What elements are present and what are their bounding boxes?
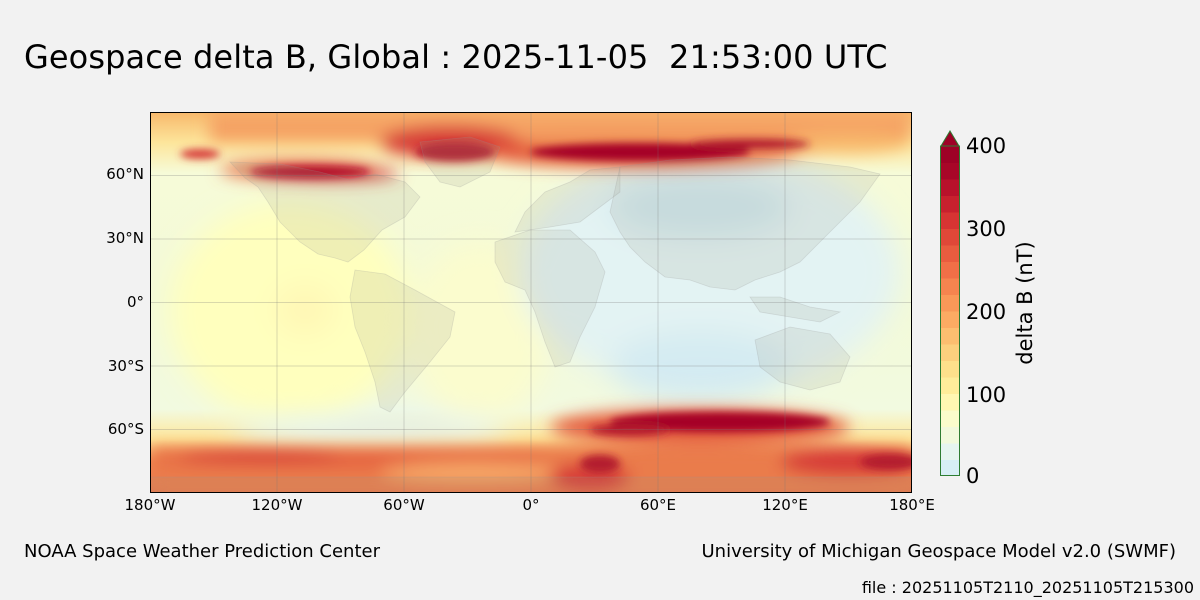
delta-b-map	[150, 112, 912, 493]
north-peak-west	[250, 166, 370, 178]
lat-label-60n: 60°N	[106, 165, 144, 183]
colorbar-outline	[940, 145, 960, 476]
south-pacific-minimum	[230, 416, 510, 444]
colorbar-extend-arrow	[940, 130, 960, 147]
antarctica-land	[150, 476, 912, 493]
colorbar-step	[940, 311, 960, 328]
map-frame	[150, 112, 912, 493]
africa-land	[494, 229, 606, 368]
north-band-background	[210, 112, 910, 142]
colorbar-step	[940, 426, 960, 444]
colorbar-tick-100: 100	[966, 383, 1007, 407]
lon-label-120w: 120°W	[251, 496, 303, 514]
indian-ocean-minimum	[610, 332, 790, 402]
north-peak-east	[530, 143, 750, 161]
colorbar-step	[940, 294, 960, 312]
south-band-west-core	[180, 451, 340, 463]
colorbar-step	[940, 278, 960, 295]
south-america-land	[349, 269, 456, 413]
greenland-land	[419, 136, 501, 188]
colorbar-step	[940, 459, 960, 477]
north-peak-east-tail	[690, 139, 810, 149]
lon-label-60w: 60°W	[383, 496, 425, 514]
colorbar-tick-400: 400	[966, 134, 1007, 158]
colorbar-step	[940, 327, 960, 345]
colorbar	[940, 130, 960, 477]
lon-label-180w: 180°W	[124, 496, 176, 514]
colorbar-step	[940, 393, 960, 411]
footer-source-right: University of Michigan Geospace Model v2…	[701, 541, 1177, 562]
footer-source-left: NOAA Space Weather Prediction Center	[24, 541, 380, 562]
north-america-land	[229, 161, 421, 263]
north-peak-greenland	[415, 143, 495, 161]
south-peak-east	[610, 412, 830, 432]
page-title: Geospace delta B, Global : 2025-11-05 21…	[24, 38, 888, 76]
file-name: file : 20251105T2110_20251105T215300	[861, 578, 1194, 597]
lon-label-120e: 120°E	[762, 496, 808, 514]
colorbar-step	[940, 179, 960, 196]
asia-land	[609, 156, 881, 291]
southeast-asia-islands	[749, 296, 842, 323]
colorbar-step	[940, 377, 960, 394]
lon-label-180e: 180°E	[889, 496, 935, 514]
north-band-east-edge	[790, 132, 910, 152]
asia-minimum	[610, 177, 790, 237]
south-band-fringe	[380, 462, 560, 482]
colorbar-tick-0: 0	[966, 464, 980, 488]
lon-label-60e: 60°E	[639, 496, 677, 514]
colorbar-step	[940, 410, 960, 427]
atlantic-low-region	[410, 242, 550, 422]
colorbar-step	[940, 212, 960, 229]
central-pacific-dip	[275, 285, 335, 335]
south-peak-far-east	[860, 454, 912, 470]
north-peak-west-edge	[180, 149, 220, 159]
australia-land	[754, 326, 851, 391]
lat-label-30s: 30°S	[107, 357, 144, 375]
south-peak-atlantic	[580, 455, 620, 473]
lon-label-0: 0°	[522, 496, 540, 514]
colorbar-step	[940, 228, 960, 246]
colorbar-step	[940, 344, 960, 361]
south-peak-east-tail	[590, 424, 670, 436]
colorbar-step	[940, 195, 960, 213]
colorbar-step	[940, 245, 960, 262]
colorbar-step	[940, 360, 960, 378]
lat-label-0: 0°	[126, 293, 144, 311]
lat-label-30n: 30°N	[106, 229, 144, 247]
lat-label-60s: 60°S	[107, 420, 144, 438]
colorbar-step	[940, 261, 960, 279]
colorbar-step	[940, 443, 960, 460]
europe-land	[514, 166, 621, 233]
colorbar-step	[940, 162, 960, 180]
colorbar-tick-300: 300	[966, 217, 1007, 241]
colorbar-step	[940, 146, 960, 163]
colorbar-tick-200: 200	[966, 300, 1007, 324]
colorbar-title: delta B (nT)	[1013, 241, 1037, 365]
